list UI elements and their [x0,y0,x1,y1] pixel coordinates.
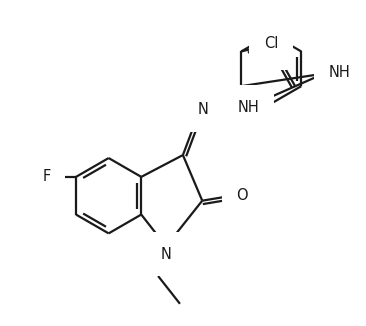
Text: N: N [161,247,172,262]
Text: NH: NH [329,65,350,80]
Text: F: F [42,170,51,185]
Text: O: O [236,188,248,203]
Text: N: N [197,102,208,117]
Text: Cl: Cl [264,36,278,51]
Text: NH: NH [238,100,259,115]
Text: S: S [264,40,273,55]
